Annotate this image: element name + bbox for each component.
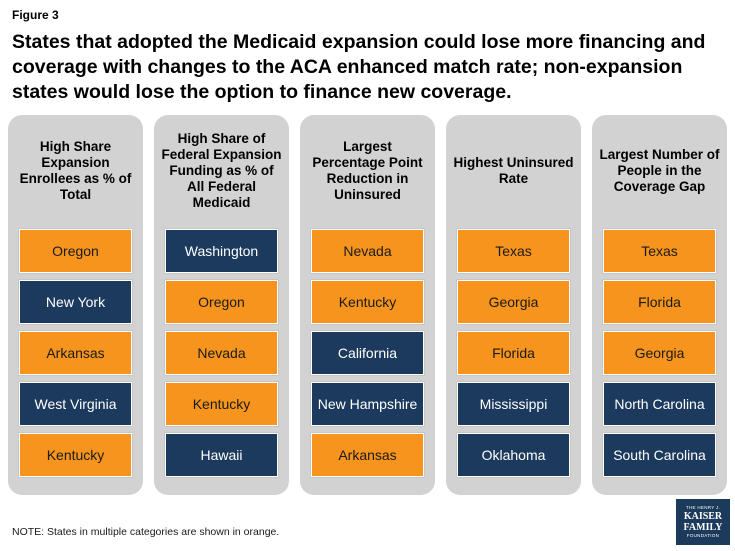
state-cell: Arkansas	[311, 433, 424, 477]
state-cell: Mississippi	[457, 382, 570, 426]
column-header: High Share of Federal Expansion Funding …	[161, 131, 282, 210]
state-cell: Oregon	[165, 280, 278, 324]
state-cell: Florida	[457, 331, 570, 375]
category-column: Highest Uninsured Rate Texas Georgia Florid…	[446, 115, 581, 495]
state-cell: North Carolina	[603, 382, 716, 426]
state-cell: California	[311, 331, 424, 375]
state-cell: Florida	[603, 280, 716, 324]
figure-label: Figure 3	[12, 8, 59, 22]
state-cell: Texas	[457, 229, 570, 273]
category-column: High Share of Federal Expansion Funding …	[154, 115, 289, 495]
state-cell: New Hampshire	[311, 382, 424, 426]
state-cell: Georgia	[457, 280, 570, 324]
column-header: Largest Number of People in the Coverage…	[599, 147, 720, 194]
state-cell: Georgia	[603, 331, 716, 375]
logo-line: KAISER	[683, 511, 723, 522]
category-column: High Share Expansion Enrollees as % of T…	[8, 115, 143, 495]
state-cell: New York	[19, 280, 132, 324]
state-cell: Kentucky	[311, 280, 424, 324]
column-header: High Share Expansion Enrollees as % of T…	[19, 139, 132, 202]
footnote: NOTE: States in multiple categories are …	[12, 526, 280, 538]
state-cell: Oklahoma	[457, 433, 570, 477]
kff-logo: THE HENRY J. KAISER FAMILY FOUNDATION	[676, 499, 730, 545]
state-cell: Kentucky	[19, 433, 132, 477]
state-cell: South Carolina	[603, 433, 716, 477]
category-column: Largest Number of People in the Coverage…	[592, 115, 727, 495]
state-cell: Arkansas	[19, 331, 132, 375]
state-cell: Washington	[165, 229, 278, 273]
logo-line: THE HENRY J.	[685, 505, 721, 510]
state-cell: Nevada	[311, 229, 424, 273]
page-title: States that adopted the Medicaid expansi…	[12, 31, 706, 103]
state-cell: Hawaii	[165, 433, 278, 477]
column-header: Largest Percentage Point Reduction in Un…	[312, 139, 423, 202]
logo-line: FOUNDATION	[686, 533, 720, 538]
category-column: Largest Percentage Point Reduction in Un…	[300, 115, 435, 495]
state-cell: Texas	[603, 229, 716, 273]
state-cell: Oregon	[19, 229, 132, 273]
logo-line: FAMILY	[683, 522, 723, 533]
state-cell: West Virginia	[19, 382, 132, 426]
state-cell: Kentucky	[165, 382, 278, 426]
state-cell: Nevada	[165, 331, 278, 375]
column-header: Highest Uninsured Rate	[453, 155, 574, 186]
